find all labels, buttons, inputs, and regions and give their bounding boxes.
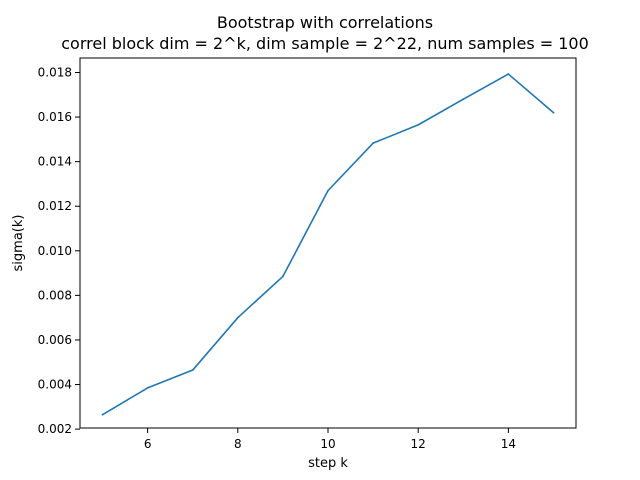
data-point — [282, 275, 284, 278]
y-axis-label: sigma(k) — [11, 215, 26, 272]
y-tick-label: 0.010 — [38, 244, 72, 258]
data-point — [552, 111, 555, 114]
x-tick-label: 14 — [501, 437, 516, 451]
data-point — [417, 123, 420, 126]
y-axis: 0.002 0.004 0.006 0.008 0.010 0.012 0.014 0.016… — [38, 65, 80, 436]
y-tick-label: 0.018 — [38, 65, 72, 79]
plot-area — [101, 73, 555, 416]
data-point — [146, 386, 149, 389]
chart-subtitle: correl block dim = 2^k, dim sample = 2^2… — [61, 34, 589, 53]
y-tick-label: 0.002 — [38, 422, 72, 436]
x-axis-label: step k — [308, 456, 348, 471]
data-point — [372, 142, 374, 145]
y-tick-label: 0.004 — [38, 378, 72, 392]
x-tick-label: 12 — [411, 437, 426, 451]
data-point — [101, 413, 104, 416]
data-point — [327, 189, 329, 192]
chart-title: Bootstrap with correlations — [217, 13, 433, 32]
y-tick-label: 0.016 — [38, 110, 72, 124]
data-point — [462, 98, 465, 101]
x-tick-label: 8 — [234, 437, 242, 451]
y-tick-label: 0.012 — [38, 199, 72, 213]
y-tick-label: 0.008 — [38, 288, 72, 302]
data-point — [191, 369, 194, 371]
x-axis: 6 8 10 12 14 — [144, 428, 516, 451]
x-tick-label: 10 — [320, 437, 335, 451]
y-tick-label: 0.006 — [38, 333, 72, 347]
data-point — [507, 73, 510, 75]
data-point — [236, 316, 239, 319]
y-tick-label: 0.014 — [38, 155, 72, 169]
x-tick-label: 6 — [144, 437, 152, 451]
